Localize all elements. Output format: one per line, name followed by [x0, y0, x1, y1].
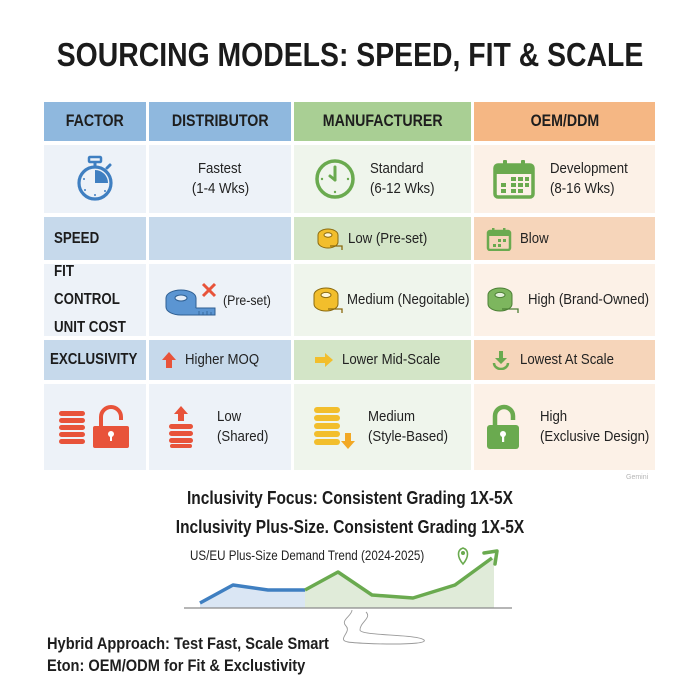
row5-distributor-line1: Low — [217, 408, 242, 425]
row4-factor: EXCLUSIVITY — [44, 340, 146, 380]
header-manufacturer: MANUFACTURER — [294, 102, 471, 141]
row2-factor: SPEED — [44, 217, 146, 260]
row3-factor: FIT CONTROL UNIT COST — [44, 264, 146, 336]
row3-oem: High (Brand-Owned) — [474, 264, 655, 336]
speed-oem-line2: (8-16 Wks) — [550, 180, 615, 197]
speed-distributor-line2: (1-4 Wks) — [191, 180, 249, 197]
tape-measure-x-icon — [165, 282, 217, 316]
header-factor-label: FACTOR — [65, 112, 125, 130]
row4-manufacturer: Lower Mid-Scale — [294, 340, 471, 380]
row1-distributor: Fastest (1-4 Wks) — [149, 145, 291, 213]
row3-distributor: (Pre-set) — [149, 264, 291, 336]
row5-distributor: Low (Shared) — [149, 384, 291, 470]
factor-label-fit-control: FIT CONTROL — [54, 264, 120, 308]
row3-oem-text: High (Brand-Owned) — [528, 291, 650, 308]
tape-measure-icon — [487, 287, 519, 313]
page-title: SOURCING MODELS: SPEED, FIT & SCALE — [56, 36, 644, 73]
row1-manufacturer: Standard (6-12 Wks) — [294, 145, 471, 213]
inclusivity-focus-heading: Inclusivity Focus: Consistent Grading 1X… — [186, 488, 513, 508]
stopwatch-icon — [77, 155, 113, 201]
row5-distributor-line2: (Shared) — [217, 428, 269, 445]
watermark: Gemini — [626, 474, 649, 481]
row5-factor — [44, 384, 146, 470]
row3-distributor-text: (Pre-set) — [223, 292, 271, 308]
row5-manufacturer: Medium (Style-Based) — [294, 384, 471, 470]
row4-oem: Lowest At Scale — [474, 340, 655, 380]
calendar-icon — [493, 160, 535, 199]
coins-and-unlocked-padlock-icon — [59, 405, 129, 448]
chart-line-2024 — [199, 583, 305, 605]
header-manufacturer-label: MANUFACTURER — [322, 112, 443, 130]
factor-label-exclusivity: EXCLUSIVITY — [50, 351, 138, 368]
factor-label-speed: SPEED — [54, 229, 100, 247]
row1-oem: Development (8-16 Wks) — [474, 145, 655, 213]
speed-oem-line1: Development — [550, 160, 628, 177]
arrow-down-icon — [492, 351, 510, 370]
row2-distributor — [149, 217, 291, 260]
arrow-up-icon — [162, 352, 176, 368]
coins-arrow-down-icon — [314, 407, 355, 449]
row5-manufacturer-line2: (Style-Based) — [368, 428, 448, 445]
row2-oem-text: Blow — [520, 229, 549, 247]
row5-manufacturer-line1: Medium — [368, 408, 415, 425]
row2-manufacturer: Low (Pre-set) — [294, 217, 471, 260]
tape-measure-icon — [317, 228, 343, 250]
header-factor: FACTOR — [44, 102, 146, 141]
calendar-icon — [486, 227, 512, 251]
trend-arrow-icon — [482, 549, 499, 566]
row5-oem-line1: High — [540, 408, 568, 425]
row1-factor — [44, 145, 146, 213]
factor-label-unit-cost: UNIT COST — [54, 319, 126, 336]
chart-line-2025 — [304, 556, 494, 600]
row4-manufacturer-text: Lower Mid-Scale — [342, 351, 441, 368]
header-distributor: DISTRIBUTOR — [149, 102, 291, 141]
header-distributor-label: DISTRIBUTOR — [171, 112, 269, 130]
decorative-cable — [343, 609, 425, 645]
unlocked-padlock-icon — [487, 404, 519, 449]
footer-eton-recommendation: Eton: OEM/ODM for Fit & Exclustivity — [47, 656, 306, 675]
coins-arrow-up-icon — [169, 406, 193, 448]
arrow-right-icon — [315, 353, 333, 367]
clock-icon — [315, 159, 355, 199]
row5-oem-line2: (Exclusive Design) — [540, 428, 650, 445]
speed-manufacturer-line1: Standard — [370, 160, 424, 177]
chart-title: US/EU Plus-Size Demand Trend (2024-2025) — [190, 548, 425, 563]
row3-manufacturer-text: Medium (Negoitable) — [347, 291, 470, 308]
row2-oem: Blow — [474, 217, 655, 260]
inclusivity-plus-size-heading: Inclusivity Plus-Size. Consistent Gradin… — [175, 517, 525, 537]
header-oem: OEM/DDM — [474, 102, 655, 141]
row2-manufacturer-text: Low (Pre-set) — [348, 229, 428, 247]
footer-hybrid-approach: Hybrid Approach: Test Fast, Scale Smart — [47, 634, 329, 653]
row4-distributor-text: Higher MOQ — [185, 351, 260, 368]
header-oem-label: OEM/DDM — [530, 112, 599, 130]
speed-manufacturer-line2: (6-12 Wks) — [370, 180, 435, 197]
tape-measure-icon — [313, 287, 343, 313]
row4-distributor: Higher MOQ — [149, 340, 291, 380]
row4-oem-text: Lowest At Scale — [520, 351, 614, 368]
row5-oem: High (Exclusive Design) — [474, 384, 655, 470]
speed-distributor-line1: Fastest — [198, 160, 242, 177]
chart-area-2025 — [305, 558, 494, 608]
row3-manufacturer: Medium (Negoitable) — [294, 264, 471, 336]
location-pin-icon — [457, 547, 469, 566]
